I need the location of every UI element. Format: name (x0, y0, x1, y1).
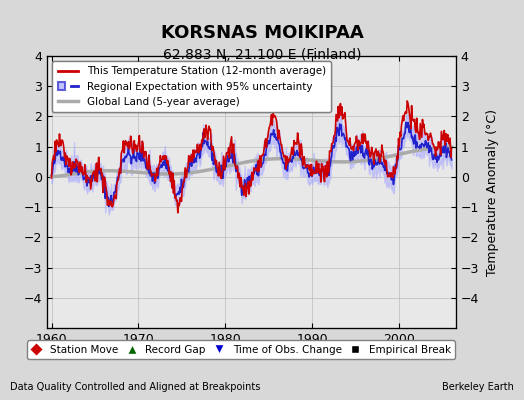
Text: Berkeley Earth: Berkeley Earth (442, 382, 514, 392)
Legend: Station Move, Record Gap, Time of Obs. Change, Empirical Break: Station Move, Record Gap, Time of Obs. C… (27, 340, 455, 359)
Text: KORSNAS MOIKIPAA: KORSNAS MOIKIPAA (161, 24, 363, 42)
Y-axis label: Temperature Anomaly (°C): Temperature Anomaly (°C) (486, 108, 499, 276)
Legend: This Temperature Station (12-month average), Regional Expectation with 95% uncer: This Temperature Station (12-month avera… (52, 61, 331, 112)
Text: Data Quality Controlled and Aligned at Breakpoints: Data Quality Controlled and Aligned at B… (10, 382, 261, 392)
Text: 62.883 N, 21.100 E (Finland): 62.883 N, 21.100 E (Finland) (163, 48, 361, 62)
